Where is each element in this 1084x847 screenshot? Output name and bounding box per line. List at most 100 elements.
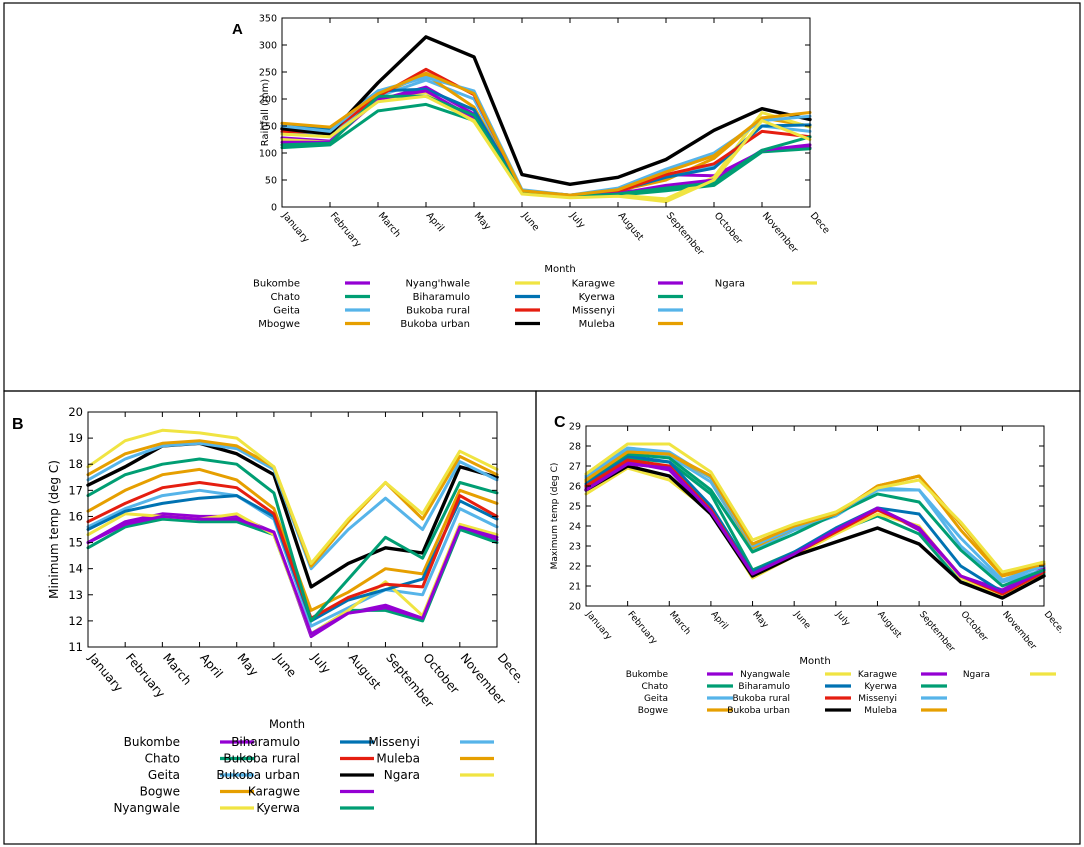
- legend-label-karagwe: Karagwe: [572, 279, 615, 290]
- y-tick-label: 26: [569, 481, 581, 492]
- y-tick-label: 100: [259, 148, 277, 159]
- legend-label-missenyi: Missenyi: [572, 306, 615, 317]
- legend-label-bukoba-rural: Bukoba rural: [223, 752, 300, 766]
- panel-label-a: A: [232, 21, 243, 38]
- y-tick-label: 25: [569, 501, 581, 512]
- legend-label-missenyi: Missenyi: [858, 694, 897, 704]
- x-tick-label-january: January: [279, 210, 311, 246]
- series-lines: [280, 35, 812, 204]
- panel-label-b: B: [12, 416, 24, 433]
- y-tick-label: 24: [569, 521, 581, 532]
- x-tick-label-june: June: [791, 609, 812, 632]
- legend-label-bukoba-rural: Bukoba rural: [733, 694, 791, 704]
- x-tick-label-june: June: [271, 650, 299, 680]
- legend-label-nyang-hwale: Nyang'hwale: [405, 279, 470, 290]
- x-tick-label-january: January: [85, 650, 126, 695]
- legend-label-bukombe: Bukombe: [124, 735, 180, 749]
- y-tick-label: 17: [68, 483, 83, 497]
- series-lines: [584, 442, 1046, 600]
- x-tick-label-november: November: [760, 210, 800, 255]
- legend-label-bukombe: Bukombe: [626, 670, 669, 680]
- series-line-kyerwa: [584, 452, 1046, 588]
- x-tick-label-july: July: [567, 210, 587, 231]
- y-tick-label: 20: [569, 601, 581, 612]
- x-tick-label-november: November: [1000, 610, 1038, 653]
- legend-label-chato: Chato: [145, 752, 180, 766]
- y-tick-label: 16: [68, 509, 83, 523]
- legend-label-geita: Geita: [148, 768, 180, 782]
- legend-label-nyangwale: Nyangwale: [740, 670, 790, 680]
- legend-label-chato: Chato: [271, 292, 301, 303]
- x-tick-label-july: July: [833, 609, 852, 629]
- series-line-ngara: [584, 442, 1046, 574]
- panel-a: A 0 50 100 150 200 250 300 350 January February Mar…: [232, 13, 832, 330]
- y-tick-label: 13: [68, 588, 83, 602]
- legend-label-karagwe: Karagwe: [248, 785, 300, 799]
- series-line-nyangwale: [584, 466, 1046, 598]
- x-tick-label-april: April: [424, 210, 446, 234]
- x-axis-title: Month: [269, 717, 305, 731]
- legend-label-nyangwale: Nyangwale: [113, 801, 180, 815]
- y-tick-label: 0: [271, 202, 277, 213]
- legend-label-muleba: Muleba: [864, 706, 897, 716]
- legend: Bukombe Chato Geita Bogwe Nyangwale Biharamul…: [113, 735, 494, 815]
- y-tick-label: 200: [259, 94, 277, 105]
- series-line-ngara: [280, 94, 812, 204]
- x-tick-label-august: August: [616, 210, 646, 243]
- legend-label-muleba: Muleba: [376, 752, 420, 766]
- x-tick-label-july: July: [308, 650, 333, 676]
- y-tick-label: 27: [569, 461, 581, 472]
- y-tick-label: 20: [68, 405, 83, 419]
- legend-label-missenyi: Missenyi: [368, 735, 420, 749]
- y-tick-label: 18: [68, 457, 83, 471]
- x-tick-label-september: September: [917, 610, 957, 655]
- x-tick-label-march: March: [376, 210, 403, 239]
- legend-label-karagwe: Karagwe: [858, 670, 898, 680]
- x-tick-label-october: October: [958, 610, 989, 644]
- legend-label-biharamulo: Biharamulo: [413, 292, 470, 303]
- legend-label-ngara: Ngara: [963, 670, 990, 680]
- legend-label-bukombe: Bukombe: [253, 279, 300, 290]
- legend-label-chato: Chato: [641, 682, 668, 692]
- y-axis-title: Minimum temp (deg C): [47, 460, 61, 599]
- legend-label-kyerwa: Kyerwa: [864, 682, 897, 692]
- legend-label-biharamulo: Biharamulo: [738, 682, 790, 692]
- x-tick-label-august: August: [346, 651, 384, 692]
- x-tick-label-june: June: [519, 210, 541, 234]
- y-tick-label: 28: [569, 441, 581, 452]
- x-tick-label-march: March: [667, 610, 692, 637]
- legend-label-geita: Geita: [644, 694, 668, 704]
- legend-label-muleba: Muleba: [579, 319, 615, 330]
- series-line-bukombe: [584, 460, 1046, 592]
- x-tick-label-september: September: [664, 210, 706, 257]
- series-line-missenyi: [280, 75, 812, 197]
- legend-label-geita: Geita: [273, 306, 300, 317]
- y-tick-label: 22: [569, 561, 581, 572]
- y-tick-label: 350: [259, 13, 277, 24]
- legend-label-bukoba-rural: Bukoba rural: [406, 306, 470, 317]
- legend-label-bukoba-urban: Bukoba urban: [216, 768, 300, 782]
- legend-label-mbogwe: Mbogwe: [258, 319, 300, 330]
- x-tick-label-october: October: [712, 210, 745, 246]
- series-line-ngara: [86, 428, 499, 565]
- series-line-bukoba-urban: [280, 35, 812, 187]
- series-line-bukoba-rural: [280, 67, 812, 197]
- y-tick-label: 12: [68, 614, 83, 628]
- series-line-chato: [280, 102, 812, 198]
- series-line-mbogwe: [280, 73, 812, 198]
- x-tick-label-march: March: [160, 651, 194, 688]
- x-tick-label-may: May: [234, 651, 261, 679]
- legend-label-bukoba-urban: Bukoba urban: [727, 706, 790, 716]
- series-line-muleba: [280, 71, 812, 197]
- x-tick-label-may: May: [472, 210, 493, 232]
- x-tick-label-dece: Dece.: [495, 651, 528, 686]
- legend-label-kyerwa: Kyerwa: [579, 292, 615, 303]
- legend-label-bukoba-urban: Bukoba urban: [400, 319, 470, 330]
- legend-label-ngara: Ngara: [715, 279, 745, 290]
- x-tick-label-february: February: [625, 610, 659, 647]
- y-axis-title: Maximum temp (deg C): [550, 463, 560, 570]
- x-tick-label-may: May: [750, 610, 770, 631]
- series-line-karagwe: [584, 462, 1046, 594]
- x-tick-label-dece: Dece.: [1042, 610, 1066, 636]
- y-axis-title: Rainfall (mm): [260, 79, 271, 147]
